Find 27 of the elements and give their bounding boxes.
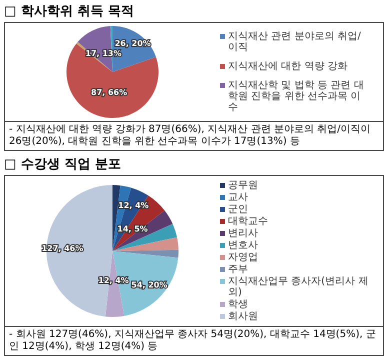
data-label: 54, 20%: [131, 280, 168, 290]
legend-label: 자영업: [228, 252, 258, 263]
data-label: 12, 4%: [98, 276, 129, 286]
data-label: 127, 46%: [42, 244, 84, 253]
chart-title: □ 수강생 직업 분포: [4, 156, 122, 173]
legend-label: 학생: [228, 299, 248, 310]
legend-label: 주부: [228, 264, 248, 275]
chart-title: □ 학사학위 취득 목적: [4, 3, 135, 20]
legend-label: 교사: [228, 192, 248, 203]
legend-label: 공무원: [228, 180, 258, 191]
data-label: 26, 20%: [114, 39, 151, 48]
text: - 지식재산에 대한 역량 강화가 87명(66%), 지식재산 관련 분야로의 취업/이직이 26명(20%), 대학원 진학을 위한 선수과목 이수가 17명(13%) 등: [5, 121, 383, 150]
legend-label: 변호사: [228, 240, 258, 251]
legend-label: 지식재산 관련 분야로의 취업/이직: [228, 31, 362, 53]
legend-label: 지식재산학 및 법학 등 관련 대학원 진학을 위한 선수과목 이수: [228, 80, 365, 113]
text: - 회사원 127명(46%), 지식재산업무 종사자 54명(20%), 대학교수 14명(5%), 군인 12명(4%), 학생 12명(4%) 등: [5, 326, 383, 355]
legend-label: 대학교수: [228, 216, 268, 227]
data-label: 87, 66%: [91, 88, 128, 97]
pie-slice: [112, 224, 178, 251]
pie-slice: [112, 237, 178, 251]
legend-label: 지식재산업무 종사자(변리사 제외): [228, 276, 370, 298]
legend-label: 지식재산에 대한 역량 강화: [228, 61, 348, 72]
legend-label: 변리사: [228, 228, 258, 239]
pie-slice: [112, 250, 178, 258]
legend-label: 군인: [228, 204, 248, 215]
data-label: 17, 13%: [85, 48, 122, 58]
legend-label: 회사원: [228, 311, 258, 322]
